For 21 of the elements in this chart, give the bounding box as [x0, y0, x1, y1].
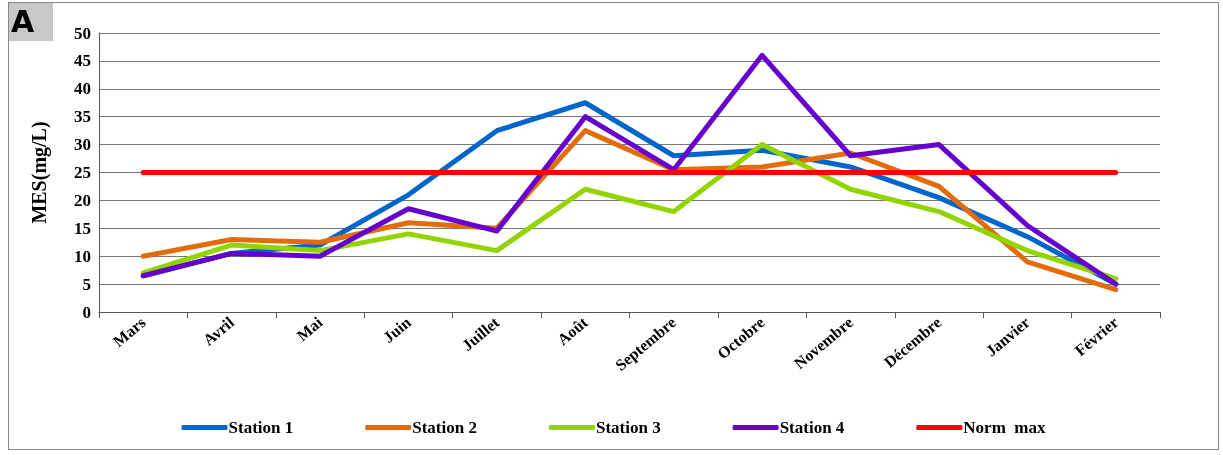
y-tick-label: 10 — [74, 246, 91, 266]
chart-title: A — [9, 3, 53, 41]
x-tick-label: Août — [553, 313, 592, 349]
legend-label: Station 2 — [412, 418, 477, 437]
legend-label: Station 3 — [595, 418, 661, 437]
legend-label: Station 1 — [228, 418, 294, 437]
y-axis-title: MES(mg/L) — [28, 121, 51, 224]
y-tick-label: 45 — [74, 51, 91, 71]
y-tick-label: 20 — [74, 190, 91, 210]
y-tick-label: 25 — [74, 163, 91, 182]
y-tick-label: 50 — [74, 23, 91, 43]
y-tick-label: 35 — [74, 107, 91, 127]
y-tick-label: 5 — [82, 274, 91, 294]
legend-label: Norm max — [963, 418, 1046, 437]
x-tick-label: Juin — [379, 313, 414, 346]
legend-label: Station 4 — [779, 418, 845, 437]
y-tick-label: 40 — [74, 79, 91, 99]
y-tick-label: 15 — [74, 218, 91, 238]
x-tick-label: Mai — [293, 313, 326, 345]
y-tick-label: 30 — [74, 135, 91, 155]
y-tick-label: 0 — [82, 302, 91, 322]
